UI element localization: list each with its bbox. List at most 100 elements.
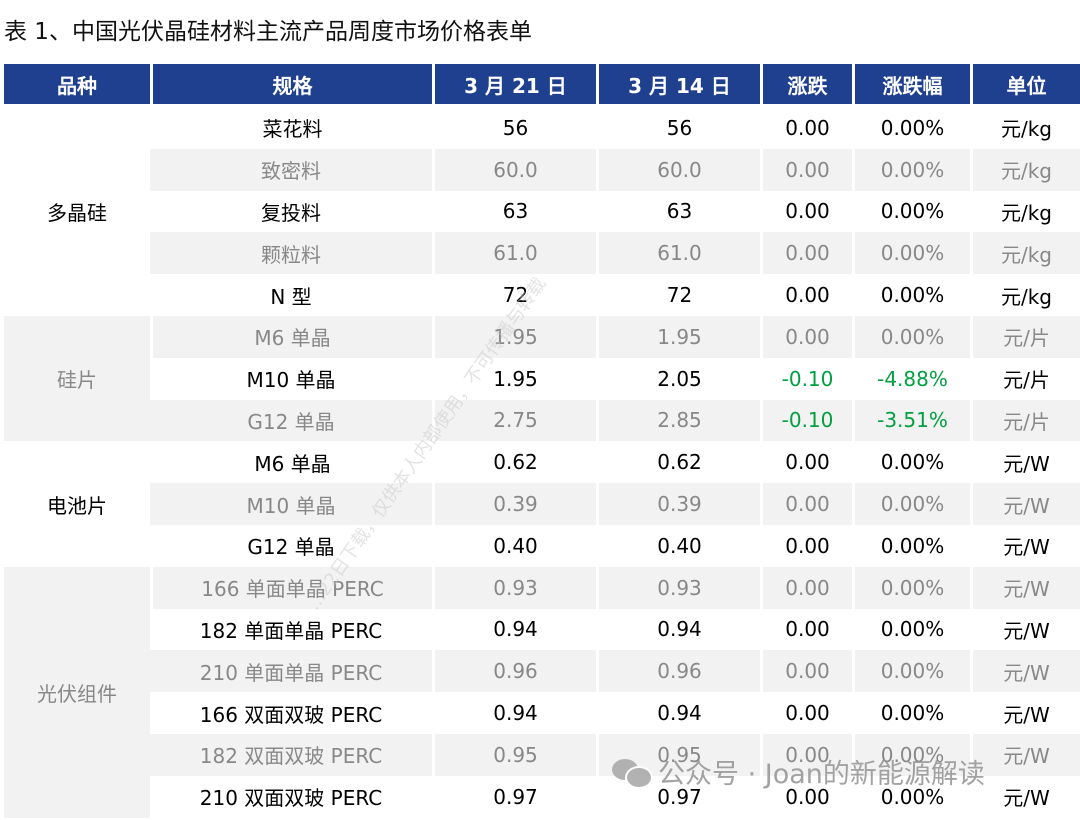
change-pct-cell: 0.00% xyxy=(852,692,970,734)
current-price-cell: 0.62 xyxy=(432,441,596,484)
table-row: 166 双面双玻 PERC 0.94 0.94 0.00 0.00% 元/W xyxy=(4,692,1080,734)
change-cell: 0.00 xyxy=(760,315,852,358)
table-row: 210 双面双玻 PERC 0.97 0.97 0.00 0.00% 元/W xyxy=(4,775,1080,818)
current-price-cell: 63 xyxy=(432,190,596,233)
unit-cell: 元/W xyxy=(970,775,1080,818)
change-cell: 0.00 xyxy=(760,274,852,316)
unit-cell: 元/W xyxy=(970,441,1080,484)
table-row: 光伏组件 166 单面单晶 PERC 0.93 0.93 0.00 0.00% 元/W xyxy=(4,566,1080,818)
table-row: 多晶硅 菜花料 56 56 0.00 0.00% 元/kg xyxy=(4,107,1080,316)
current-price-cell: 2.75 xyxy=(432,399,596,442)
change-pct-cell: 0.00% xyxy=(852,315,970,358)
change-pct-cell: 0.00% xyxy=(852,566,970,609)
header-row: 品种 规格 3 月 21 日 3 月 14 日 涨跌 涨跌幅 单位 xyxy=(4,64,1080,104)
unit-cell: 元/W xyxy=(970,733,1080,776)
header-previous-date: 3 月 14 日 xyxy=(596,64,760,104)
header-spec: 规格 xyxy=(150,64,432,104)
change-pct-cell: 0.00% xyxy=(852,483,970,525)
previous-price-cell: 0.39 xyxy=(596,483,760,525)
wechat-icon xyxy=(612,757,653,789)
change-cell: 0.00 xyxy=(760,107,852,149)
table-row: 182 双面双玻 PERC 0.95 0.95 0.00 0.00% 元/W xyxy=(4,733,1080,776)
previous-price-cell: 0.40 xyxy=(596,524,760,567)
spec-cell: 致密料 xyxy=(150,148,432,191)
change-pct-cell: -4.88% xyxy=(852,357,970,400)
unit-cell: 元/W xyxy=(970,608,1080,651)
spec-cell: 166 双面双玻 PERC xyxy=(150,692,432,734)
unit-cell: 元/W xyxy=(970,483,1080,525)
header-unit: 单位 xyxy=(970,64,1080,104)
current-price-cell: 0.95 xyxy=(432,733,596,776)
current-price-cell: 0.94 xyxy=(432,692,596,734)
change-pct-cell: 0.00% xyxy=(852,524,970,567)
spec-cell: 182 双面双玻 PERC xyxy=(150,733,432,776)
unit-cell: 元/kg xyxy=(970,274,1080,316)
spec-cell: 210 单面单晶 PERC xyxy=(150,650,432,693)
change-cell: 0.00 xyxy=(760,775,852,818)
unit-cell: 元/kg xyxy=(970,232,1080,275)
change-pct-cell: 0.00% xyxy=(852,107,970,149)
previous-price-cell: 72 xyxy=(596,274,760,316)
spec-cell: M6 单晶 xyxy=(150,315,432,358)
current-price-cell: 0.93 xyxy=(432,566,596,609)
unit-cell: 元/W xyxy=(970,692,1080,734)
change-cell: 0.00 xyxy=(760,148,852,191)
header-change: 涨跌 xyxy=(760,64,852,104)
previous-price-cell: 0.94 xyxy=(596,608,760,651)
current-price-cell: 0.96 xyxy=(432,650,596,693)
unit-cell: 元/W xyxy=(970,566,1080,609)
wechat-watermark: 公众号 · Joan的新能源解读 xyxy=(612,752,985,791)
spec-cell: M6 单晶 xyxy=(150,441,432,484)
table-row: 颗粒料 61.0 61.0 0.00 0.00% 元/kg xyxy=(4,232,1080,275)
price-table: 品种 规格 3 月 21 日 3 月 14 日 涨跌 涨跌幅 单位 多晶硅 菜花料… xyxy=(4,64,1080,818)
previous-price-cell: 0.97 xyxy=(596,775,760,818)
spec-cell: 182 单面单晶 PERC xyxy=(150,608,432,651)
spec-cell: 菜花料 xyxy=(150,107,432,149)
change-cell: 0.00 xyxy=(760,441,852,484)
current-price-cell: 0.97 xyxy=(432,775,596,818)
previous-price-cell: 0.93 xyxy=(596,566,760,609)
previous-price-cell: 1.95 xyxy=(596,315,760,358)
page-title: 表 1、中国光伏晶硅材料主流产品周度市场价格表单 xyxy=(4,19,532,45)
unit-cell: 元/kg xyxy=(970,107,1080,149)
change-cell: 0.00 xyxy=(760,733,852,776)
change-cell: 0.00 xyxy=(760,566,852,609)
current-price-cell: 1.95 xyxy=(432,357,596,400)
spec-cell: 复投料 xyxy=(150,190,432,233)
change-pct-cell: 0.00% xyxy=(852,733,970,776)
previous-price-cell: 61.0 xyxy=(596,232,760,275)
unit-cell: 元/kg xyxy=(970,148,1080,191)
previous-price-cell: 2.05 xyxy=(596,357,760,400)
change-cell: -0.10 xyxy=(760,399,852,442)
current-price-cell: 0.39 xyxy=(432,483,596,525)
spec-cell: N 型 xyxy=(150,274,432,316)
change-pct-cell: 0.00% xyxy=(852,650,970,693)
spec-cell: G12 单晶 xyxy=(150,399,432,442)
current-price-cell: 60.0 xyxy=(432,148,596,191)
table-body: 多晶硅 菜花料 56 56 0.00 0.00% 元/kg 致密料 60.0 60.0 0.00 0.… xyxy=(4,104,1080,818)
change-cell: -0.10 xyxy=(760,357,852,400)
unit-cell: 元/片 xyxy=(970,399,1080,442)
spec-cell: M10 单晶 xyxy=(150,357,432,400)
table-row: M10 单晶 0.39 0.39 0.00 0.00% 元/W xyxy=(4,483,1080,525)
table-row: 电池片 M6 单晶 0.62 0.62 0.00 0.00% 元/W xyxy=(4,441,1080,567)
previous-price-cell: 2.85 xyxy=(596,399,760,442)
table-row: 复投料 63 63 0.00 0.00% 元/kg xyxy=(4,190,1080,233)
variety-cell: 电池片 xyxy=(4,441,150,567)
watermark-text: 公众号 · Joan的新能源解读 xyxy=(658,759,985,790)
change-pct-cell: -3.51% xyxy=(852,399,970,442)
variety-cell: 硅片 xyxy=(4,315,150,442)
current-price-cell: 56 xyxy=(432,107,596,149)
table-row: 182 单面单晶 PERC 0.94 0.94 0.00 0.00% 元/W xyxy=(4,608,1080,651)
table-row: N 型 72 72 0.00 0.00% 元/kg xyxy=(4,274,1080,316)
unit-cell: 元/W xyxy=(970,650,1080,693)
change-cell: 0.00 xyxy=(760,483,852,525)
change-cell: 0.00 xyxy=(760,692,852,734)
table-row: G12 单晶 2.75 2.85 -0.10 -3.51% 元/片 xyxy=(4,399,1080,442)
table-row: 210 单面单晶 PERC 0.96 0.96 0.00 0.00% 元/W xyxy=(4,650,1080,693)
variety-cell: 光伏组件 xyxy=(4,566,150,818)
spec-cell: 166 单面单晶 PERC xyxy=(150,566,432,609)
change-cell: 0.00 xyxy=(760,232,852,275)
table-row: G12 单晶 0.40 0.40 0.00 0.00% 元/W xyxy=(4,524,1080,567)
spec-cell: 210 双面双玻 PERC xyxy=(150,775,432,818)
